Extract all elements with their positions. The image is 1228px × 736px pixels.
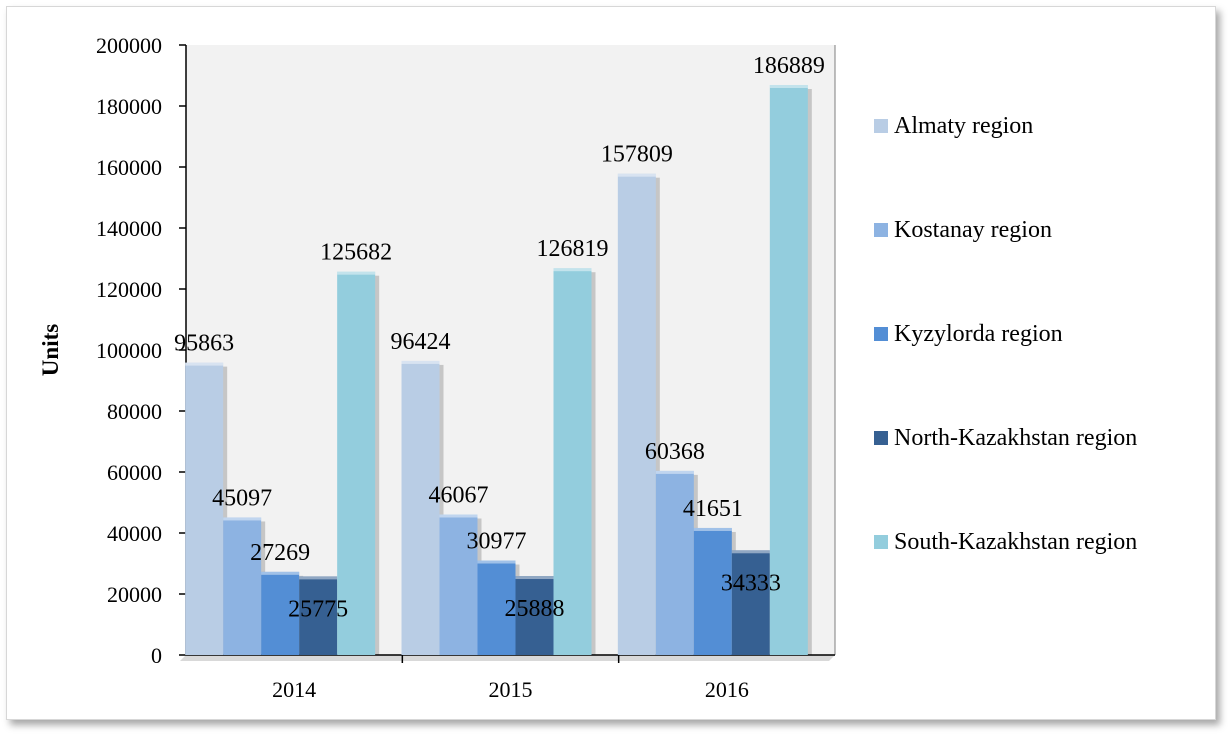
bar <box>261 571 304 655</box>
bar-top-highlight <box>477 560 516 564</box>
data-label: 95863 <box>174 331 234 357</box>
y-tick-label: 160000 <box>96 155 162 180</box>
bar-face <box>185 362 224 655</box>
legend-item: Kostanay region <box>874 217 1052 243</box>
bar <box>655 470 698 655</box>
y-tick-label: 120000 <box>96 277 162 302</box>
y-tick-label: 80000 <box>107 399 162 424</box>
bar-face <box>401 360 440 655</box>
bars <box>185 84 812 656</box>
bar-top-highlight <box>655 470 694 474</box>
legend-label: South-Kazakhstan region <box>894 529 1137 555</box>
data-label: 30977 <box>467 529 527 555</box>
bar-top-highlight <box>337 271 376 275</box>
bar-face <box>655 470 694 655</box>
plot-floor <box>180 655 835 661</box>
data-label: 25888 <box>505 596 565 622</box>
bar <box>693 527 736 655</box>
bar-top-highlight <box>515 576 554 580</box>
bar-top-highlight <box>553 268 592 272</box>
legend-item: South-Kazakhstan region <box>874 529 1137 555</box>
bar <box>401 360 444 655</box>
bar-face <box>731 550 770 655</box>
x-tick-label: 2014 <box>272 677 316 702</box>
bar-face <box>439 514 478 655</box>
data-label: 186889 <box>753 53 825 79</box>
bar <box>185 362 228 655</box>
bar <box>337 271 380 655</box>
bar-face <box>693 527 732 655</box>
bar-face <box>617 173 656 655</box>
y-tick-label: 60000 <box>107 460 162 485</box>
bar <box>617 173 660 655</box>
legend-swatch <box>874 223 888 237</box>
bar-face <box>261 571 300 655</box>
data-label: 96424 <box>391 329 451 355</box>
legend-swatch <box>874 327 888 341</box>
legend-item: Almaty region <box>874 113 1033 139</box>
legend-item: North-Kazakhstan region <box>874 425 1137 451</box>
y-tick-label: 20000 <box>107 582 162 607</box>
x-tick-label: 2015 <box>489 677 533 702</box>
data-label: 27269 <box>250 540 310 566</box>
data-label: 125682 <box>320 240 392 266</box>
legend-label: North-Kazakhstan region <box>894 425 1137 451</box>
bar-top-highlight <box>401 360 440 364</box>
legend-swatch <box>874 535 888 549</box>
data-label: 60368 <box>645 439 705 465</box>
bar-top-highlight <box>769 84 808 88</box>
bar-face <box>477 560 516 655</box>
bar <box>223 517 266 655</box>
legend-swatch <box>874 431 888 445</box>
bar-top-highlight <box>299 576 338 580</box>
bar <box>515 576 558 655</box>
bar-face <box>223 517 262 655</box>
bar-top-highlight <box>731 550 770 554</box>
bar-face <box>769 84 808 656</box>
data-label: 126819 <box>537 236 609 262</box>
data-label: 157809 <box>601 142 673 168</box>
bar-top-highlight <box>223 517 262 521</box>
bar-top-highlight <box>617 173 656 177</box>
data-label: 25775 <box>288 596 348 622</box>
bar-top-highlight <box>185 362 224 366</box>
y-tick-label: 140000 <box>96 216 162 241</box>
legend-label: Almaty region <box>894 113 1033 139</box>
data-label: 41651 <box>683 496 743 522</box>
data-label: 45097 <box>212 485 272 511</box>
y-tick-label: 180000 <box>96 94 162 119</box>
bar-top-highlight <box>693 527 732 531</box>
bar-top-highlight <box>261 571 300 575</box>
bar <box>553 268 596 655</box>
bar <box>439 514 482 655</box>
bar <box>299 576 342 655</box>
bar <box>477 560 520 655</box>
y-tick-label: 0 <box>151 643 162 668</box>
bar-face <box>553 268 592 655</box>
data-label: 46067 <box>429 482 489 508</box>
bar-face <box>337 271 376 655</box>
bar-face <box>515 576 554 655</box>
y-tick-label: 40000 <box>107 521 162 546</box>
y-tick-label: 200000 <box>96 33 162 58</box>
y-tick-label: 100000 <box>96 338 162 363</box>
legend-label: Kostanay region <box>894 217 1052 243</box>
x-tick-label: 2016 <box>705 677 749 702</box>
bar-face <box>299 576 338 655</box>
legend-label: Kyzylorda region <box>894 321 1063 347</box>
y-axis-title: Units <box>38 324 63 376</box>
bar <box>731 550 774 655</box>
legend-swatch <box>874 119 888 133</box>
data-label: 34333 <box>721 570 781 596</box>
legend-item: Kyzylorda region <box>874 321 1063 347</box>
bar-top-highlight <box>439 514 478 518</box>
bar <box>769 84 812 656</box>
legend: Almaty region Kostanay region Kyzylorda re… <box>874 113 1137 555</box>
data-labels: 95863 45097 27269 25775 125682 96424 46067 3097… <box>174 53 825 622</box>
